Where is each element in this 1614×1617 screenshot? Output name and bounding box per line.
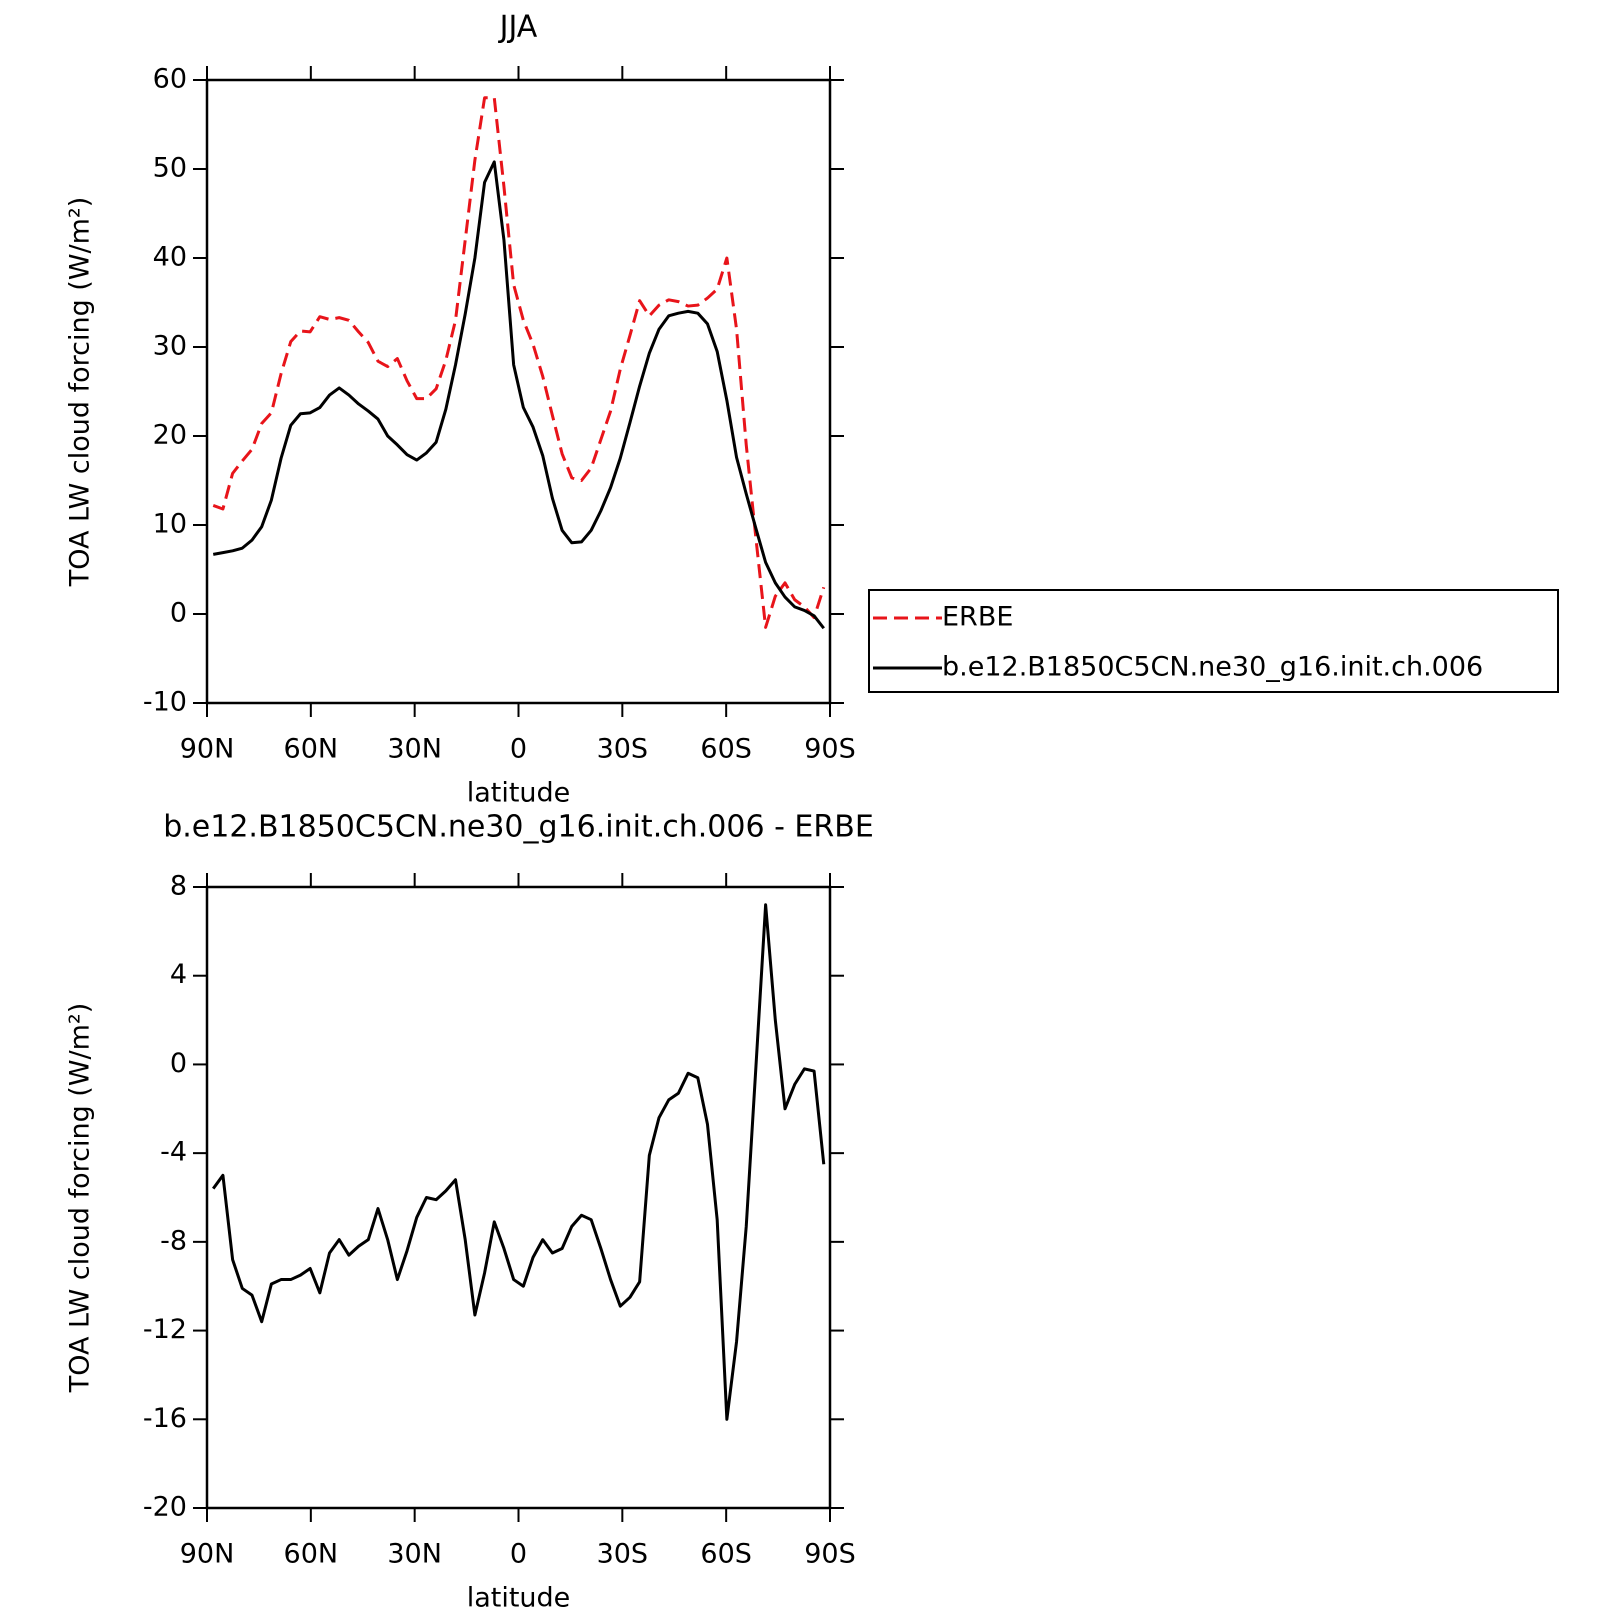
x-tick-label: 30S: [597, 1539, 649, 1570]
x-axis-label: latitude: [467, 778, 571, 809]
x-tick-label: 90N: [180, 734, 235, 765]
legend-label: ERBE: [942, 602, 1013, 633]
y-axis-label: TOA LW cloud forcing (W/m²): [65, 197, 96, 588]
y-tick-label: 0: [170, 598, 187, 629]
y-tick-label: -10: [143, 687, 187, 718]
y-tick-label: 60: [153, 64, 187, 95]
x-tick-label: 0: [510, 1539, 527, 1570]
x-tick-label: 30N: [387, 1539, 442, 1570]
plot-frame: [205, 885, 832, 1510]
y-tick-label: 20: [153, 420, 187, 451]
x-tick-label: 60S: [700, 734, 752, 765]
data-line: [212, 96, 826, 629]
y-tick-label: 0: [170, 1048, 187, 1079]
legend-box: [868, 589, 1559, 693]
y-tick-label: -12: [143, 1314, 187, 1345]
x-tick-label: 0: [510, 734, 527, 765]
x-tick-label: 60S: [700, 1539, 752, 1570]
y-tick-label: 8: [170, 871, 187, 902]
y-tick-label: 50: [153, 153, 187, 184]
y-axis-label: TOA LW cloud forcing (W/m²): [65, 1003, 96, 1394]
legend-label: b.e12.B1850C5CN.ne30_g16.init.ch.006: [942, 652, 1483, 683]
x-tick-label: 60N: [284, 1539, 339, 1570]
chart-title: JJA: [498, 10, 538, 45]
y-tick-label: -20: [143, 1492, 187, 1523]
x-tick-label: 90S: [804, 734, 856, 765]
chart-title: b.e12.B1850C5CN.ne30_g16.init.ch.006 - E…: [163, 810, 874, 845]
data-line: [212, 903, 826, 1421]
x-axis-label: latitude: [467, 1583, 571, 1614]
data-line: [212, 160, 825, 630]
y-tick-label: -4: [160, 1137, 187, 1168]
y-tick-label: 40: [153, 242, 187, 273]
y-tick-label: -8: [160, 1225, 187, 1256]
y-tick-label: 10: [153, 509, 187, 540]
x-tick-label: 30N: [387, 734, 442, 765]
x-tick-label: 90S: [804, 1539, 856, 1570]
x-tick-label: 90N: [180, 1539, 235, 1570]
x-tick-label: 30S: [597, 734, 649, 765]
y-tick-label: 30: [153, 331, 187, 362]
x-tick-label: 60N: [284, 734, 339, 765]
y-tick-label: 4: [170, 959, 187, 990]
y-tick-label: -16: [143, 1403, 187, 1434]
